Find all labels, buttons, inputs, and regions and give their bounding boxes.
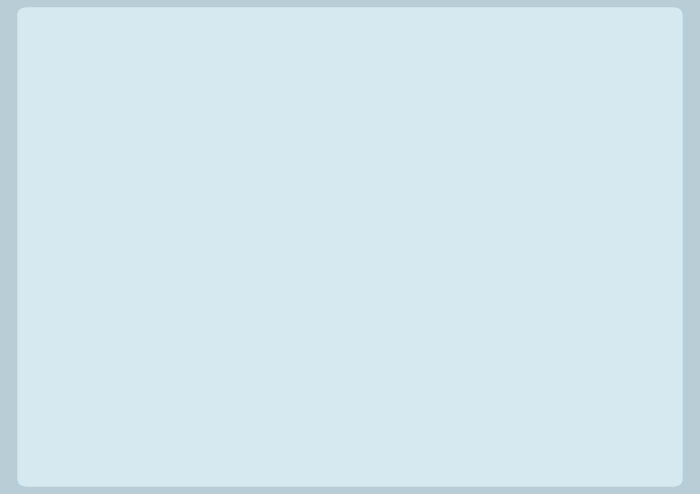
Text: اختر احدى الاجابات: اختر احدى الاجابات [441, 165, 651, 184]
Text: a. 13.606 eV: a. 13.606 eV [122, 215, 254, 234]
Text: c. 40.818: c. 40.818 [122, 329, 219, 348]
Text: The ionization energy for hydrogen atom is Eᵢ (H) =: The ionization energy for hydrogen atom … [49, 52, 593, 71]
Text: Calculate the ionization energy for helium (Z = 2)?: Calculate the ionization energy for heli… [49, 101, 585, 120]
Text: d. 54.424: d. 54.424 [122, 386, 221, 405]
Text: 13.606 eV.: 13.606 eV. [49, 77, 160, 95]
Text: b. 27.212: b. 27.212 [122, 272, 221, 291]
FancyBboxPatch shape [18, 7, 682, 487]
